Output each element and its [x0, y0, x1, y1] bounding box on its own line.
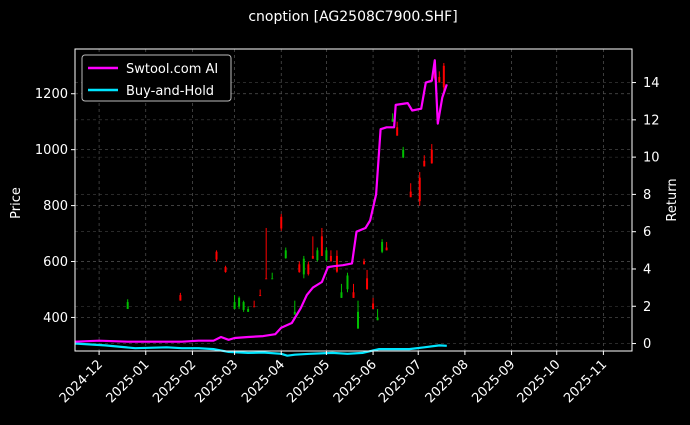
y-tick-label-left: 800 [43, 199, 68, 214]
legend-label-ai: Swtool.com AI [126, 62, 218, 77]
candle-body [438, 76, 441, 83]
candle-body [418, 177, 421, 202]
candle-body [179, 295, 182, 301]
x-tick-label: 2025-06 [331, 357, 380, 406]
candle-body [284, 250, 287, 259]
plot-frame [74, 48, 633, 352]
candle-body [242, 302, 245, 310]
candle-body [357, 311, 360, 329]
y-tick-label-right: 0 [643, 337, 651, 352]
candle-body [293, 311, 296, 315]
candle-body [280, 216, 283, 229]
y-tick-label-right: 4 [643, 262, 651, 277]
candle-body [381, 241, 384, 252]
x-tick-label: 2025-01 [104, 357, 153, 406]
legend: Swtool.com AI Buy-and-Hold [81, 54, 232, 102]
candle-body [215, 251, 218, 260]
candle-body [340, 292, 343, 298]
series-line-buy-and-hold [74, 342, 447, 357]
axes: 2024-122025-012025-022025-032025-042025-… [35, 76, 660, 406]
y-tick-label-right: 2 [643, 300, 651, 315]
y-tick-label-left: 1200 [35, 87, 68, 102]
legend-label-bh: Buy-and-Hold [126, 84, 214, 99]
y-tick-label-left: 600 [43, 255, 68, 270]
candle-body [126, 302, 129, 309]
candle-body [372, 303, 375, 310]
candle-body [363, 261, 366, 265]
candle-body [346, 275, 349, 290]
y-tick-label-right: 14 [643, 76, 660, 91]
x-tick-label: 2025-04 [239, 357, 288, 406]
y-tick-label-left: 400 [43, 311, 68, 326]
legend-box [81, 54, 232, 102]
candle-body [423, 160, 426, 167]
x-tick-label: 2025-03 [192, 357, 241, 406]
candle-body [396, 127, 399, 136]
x-tick-label: 2025-10 [515, 357, 564, 406]
candle-body [316, 250, 319, 261]
x-tick-label: 2025-07 [376, 357, 425, 406]
candle-body [442, 65, 445, 88]
candle-body [376, 317, 379, 321]
series-line-ai [74, 59, 448, 343]
x-tick-label: 2025-11 [561, 357, 610, 406]
x-tick-label: 2025-05 [284, 357, 333, 406]
candles [126, 62, 445, 329]
candle-body [307, 264, 310, 275]
candle-body [335, 255, 338, 272]
x-tick-label: 2025-08 [423, 357, 472, 406]
candle-body [265, 278, 268, 280]
candle-body [233, 302, 236, 310]
y-tick-label-right: 10 [643, 151, 660, 166]
candle-body [247, 309, 250, 312]
candle-body [238, 297, 241, 307]
y-axis-right-label: Return [665, 178, 680, 221]
x-tick-label: 2025-09 [469, 357, 518, 406]
candle-body [385, 247, 388, 251]
series-lines [74, 59, 448, 357]
candle-body [259, 295, 262, 297]
y-axis-left-label: Price [9, 187, 24, 219]
candle-body [409, 191, 412, 198]
y-tick-label-right: 8 [643, 188, 651, 203]
candle-body [430, 149, 433, 164]
chart-title: cnoption [AG2508C7900.SHF] [248, 9, 457, 25]
candle-body [329, 255, 332, 262]
y-tick-label-right: 6 [643, 225, 651, 240]
grid [75, 49, 632, 351]
candle-body [311, 255, 314, 259]
y-tick-label-right: 12 [643, 113, 660, 128]
candle-body [253, 306, 256, 308]
candle-body [391, 118, 394, 122]
candle-body [366, 278, 369, 290]
candle-body [325, 250, 328, 261]
candle-body [298, 264, 301, 273]
x-tick-label: 2024-12 [57, 357, 106, 406]
candle-body [352, 292, 355, 298]
candle-body [302, 258, 305, 275]
candle-body [402, 149, 405, 158]
y-tick-label-left: 1000 [35, 143, 68, 158]
candle-body [224, 267, 227, 273]
candle-body [320, 236, 323, 256]
x-tick-label: 2025-02 [150, 357, 199, 406]
candle-body [271, 278, 274, 280]
